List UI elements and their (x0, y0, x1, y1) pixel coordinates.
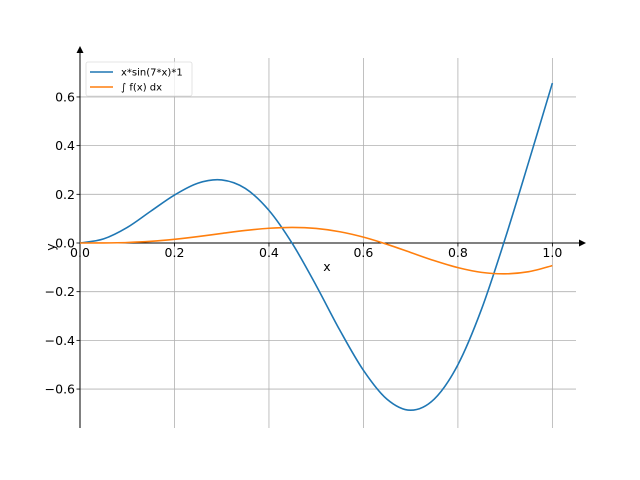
x-tick-label-1: 0.2 (165, 245, 185, 260)
x-tick-label-0: 0.0 (70, 245, 90, 260)
series-lines (79, 82, 554, 412)
y-tick-label-0: −0.6 (45, 382, 75, 397)
x-tick-label-3: 0.6 (353, 245, 373, 260)
series-line-1 (79, 82, 554, 412)
y-axis-arrow-icon (76, 46, 84, 53)
x-tick-label-5: 1.0 (542, 245, 562, 260)
x-axis-label: x (323, 259, 330, 274)
y-tick-label-6: 0.6 (55, 89, 75, 104)
axes (76, 46, 586, 428)
y-tick-label-5: 0.4 (55, 138, 75, 153)
ticks: 0.0 0.2 0.4 0.6 0.8 1.0 −0.6 −0.4 −0.2 0.0 0.2 0.4 0… (45, 89, 563, 396)
y-tick-label-3: 0.0 (55, 236, 75, 251)
x-axis-arrow-icon (579, 239, 586, 247)
series-line-2 (79, 226, 553, 275)
legend: x*sin(7*x)*1 ∫ f(x) dx (85, 61, 193, 97)
x-tick-label-4: 0.8 (448, 245, 468, 260)
y-tick-label-2: −0.2 (45, 284, 75, 299)
y-axis-label: y (43, 243, 58, 251)
x-tick-label-2: 0.4 (259, 245, 279, 260)
y-tick-label-4: 0.2 (55, 187, 75, 202)
legend-label-series-2: ∫ f(x) dx (121, 83, 162, 94)
legend-label-series-1: x*sin(7*x)*1 (121, 68, 183, 79)
y-tick-label-1: −0.4 (45, 333, 75, 348)
